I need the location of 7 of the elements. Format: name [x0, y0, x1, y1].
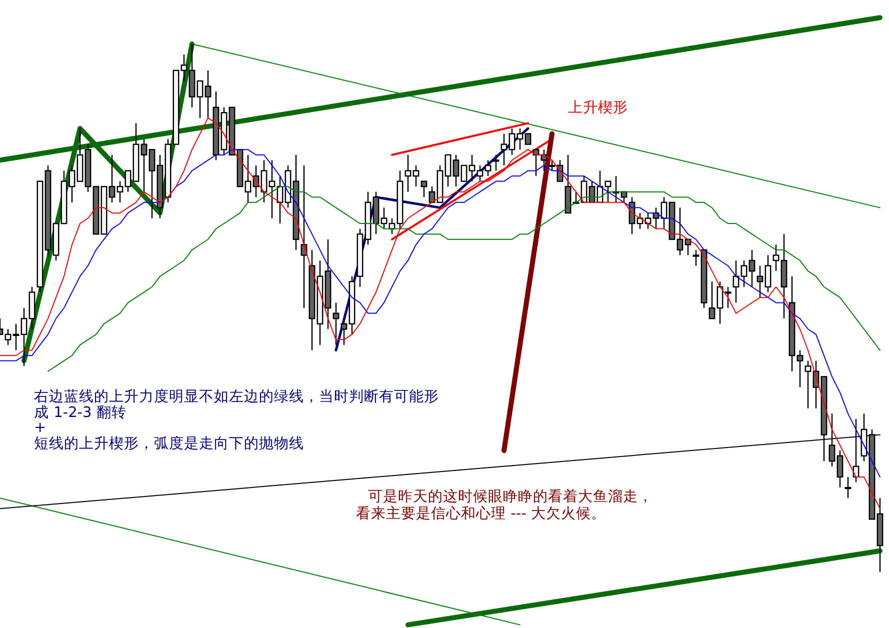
annotation: 上升楔形: [568, 99, 628, 116]
annotation: 可是昨天的这时候眼睁睁的看着大鱼溜走，: [368, 488, 653, 505]
annotation: 短线的上升楔形，弧度是走向下的抛物线: [34, 435, 304, 452]
annotation: 看来主要是信心和心理 --- 大欠火候。: [356, 505, 606, 522]
annotation: 右边蓝线的上升力度明显不如左边的绿线，当时判断有可能形: [34, 388, 439, 405]
annotation: 成 1-2-3 翻转: [34, 404, 126, 421]
annotation: +: [34, 420, 46, 436]
